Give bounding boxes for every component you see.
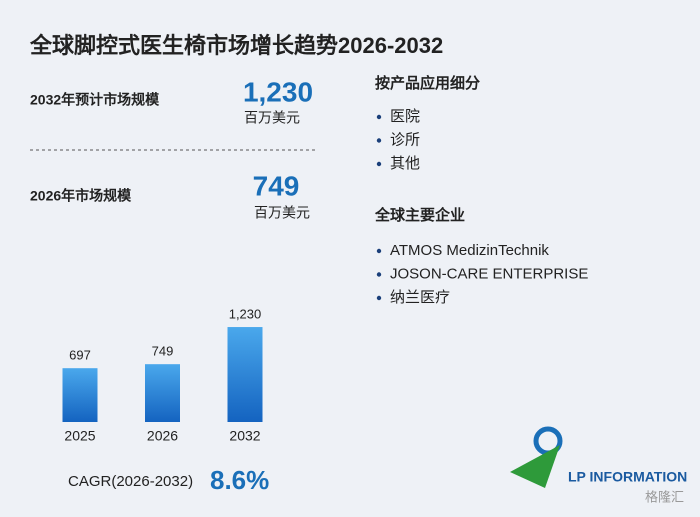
forecast-unit: 百万美元: [244, 110, 300, 126]
bullet: [376, 114, 382, 120]
companies-heading: 全球主要企业: [374, 206, 465, 224]
x-tick-label: 2032: [229, 428, 260, 444]
bullet: [376, 295, 382, 301]
cagr-value: 8.6%: [210, 465, 269, 495]
title: 全球脚控式医生椅市场增长趋势2026-2032: [29, 33, 443, 58]
bullet: [376, 138, 382, 143]
bullet: [376, 161, 382, 167]
cagr-label: CAGR(2026-2032): [68, 473, 193, 490]
logo-text: LP INFORMATION: [568, 469, 687, 485]
watermark: 格隆汇: [645, 489, 684, 504]
current-label: 2026年市场规模: [30, 188, 132, 204]
bar: [145, 364, 180, 422]
list-item: JOSON-CARE ENTERPRISE: [390, 265, 588, 282]
list-item: ATMOS MedizinTechnik: [390, 242, 549, 259]
logo: LP INFORMATION: [510, 426, 687, 488]
bullet: [376, 272, 382, 277]
current-value: 749: [253, 170, 300, 201]
list-item: 纳兰医疗: [390, 289, 450, 306]
segments-heading: 按产品应用细分: [375, 74, 480, 92]
x-tick-label: 2025: [64, 428, 95, 444]
value-label: 749: [152, 344, 174, 359]
bar: [227, 327, 263, 422]
bar: [62, 368, 98, 422]
logo-arrow: [510, 445, 560, 488]
list-item: 诊所: [390, 131, 420, 148]
value-label: 1,230: [229, 306, 262, 321]
current-unit: 百万美元: [254, 205, 310, 221]
x-tick-label: 2026: [147, 428, 178, 444]
list-item: 其他: [390, 155, 420, 172]
bullet: [376, 248, 382, 254]
value-label: 697: [69, 348, 91, 363]
forecast-label: 2032年预计市场规模: [30, 92, 160, 108]
forecast-value: 1,230: [243, 76, 313, 107]
list-item: 医院: [390, 107, 420, 125]
